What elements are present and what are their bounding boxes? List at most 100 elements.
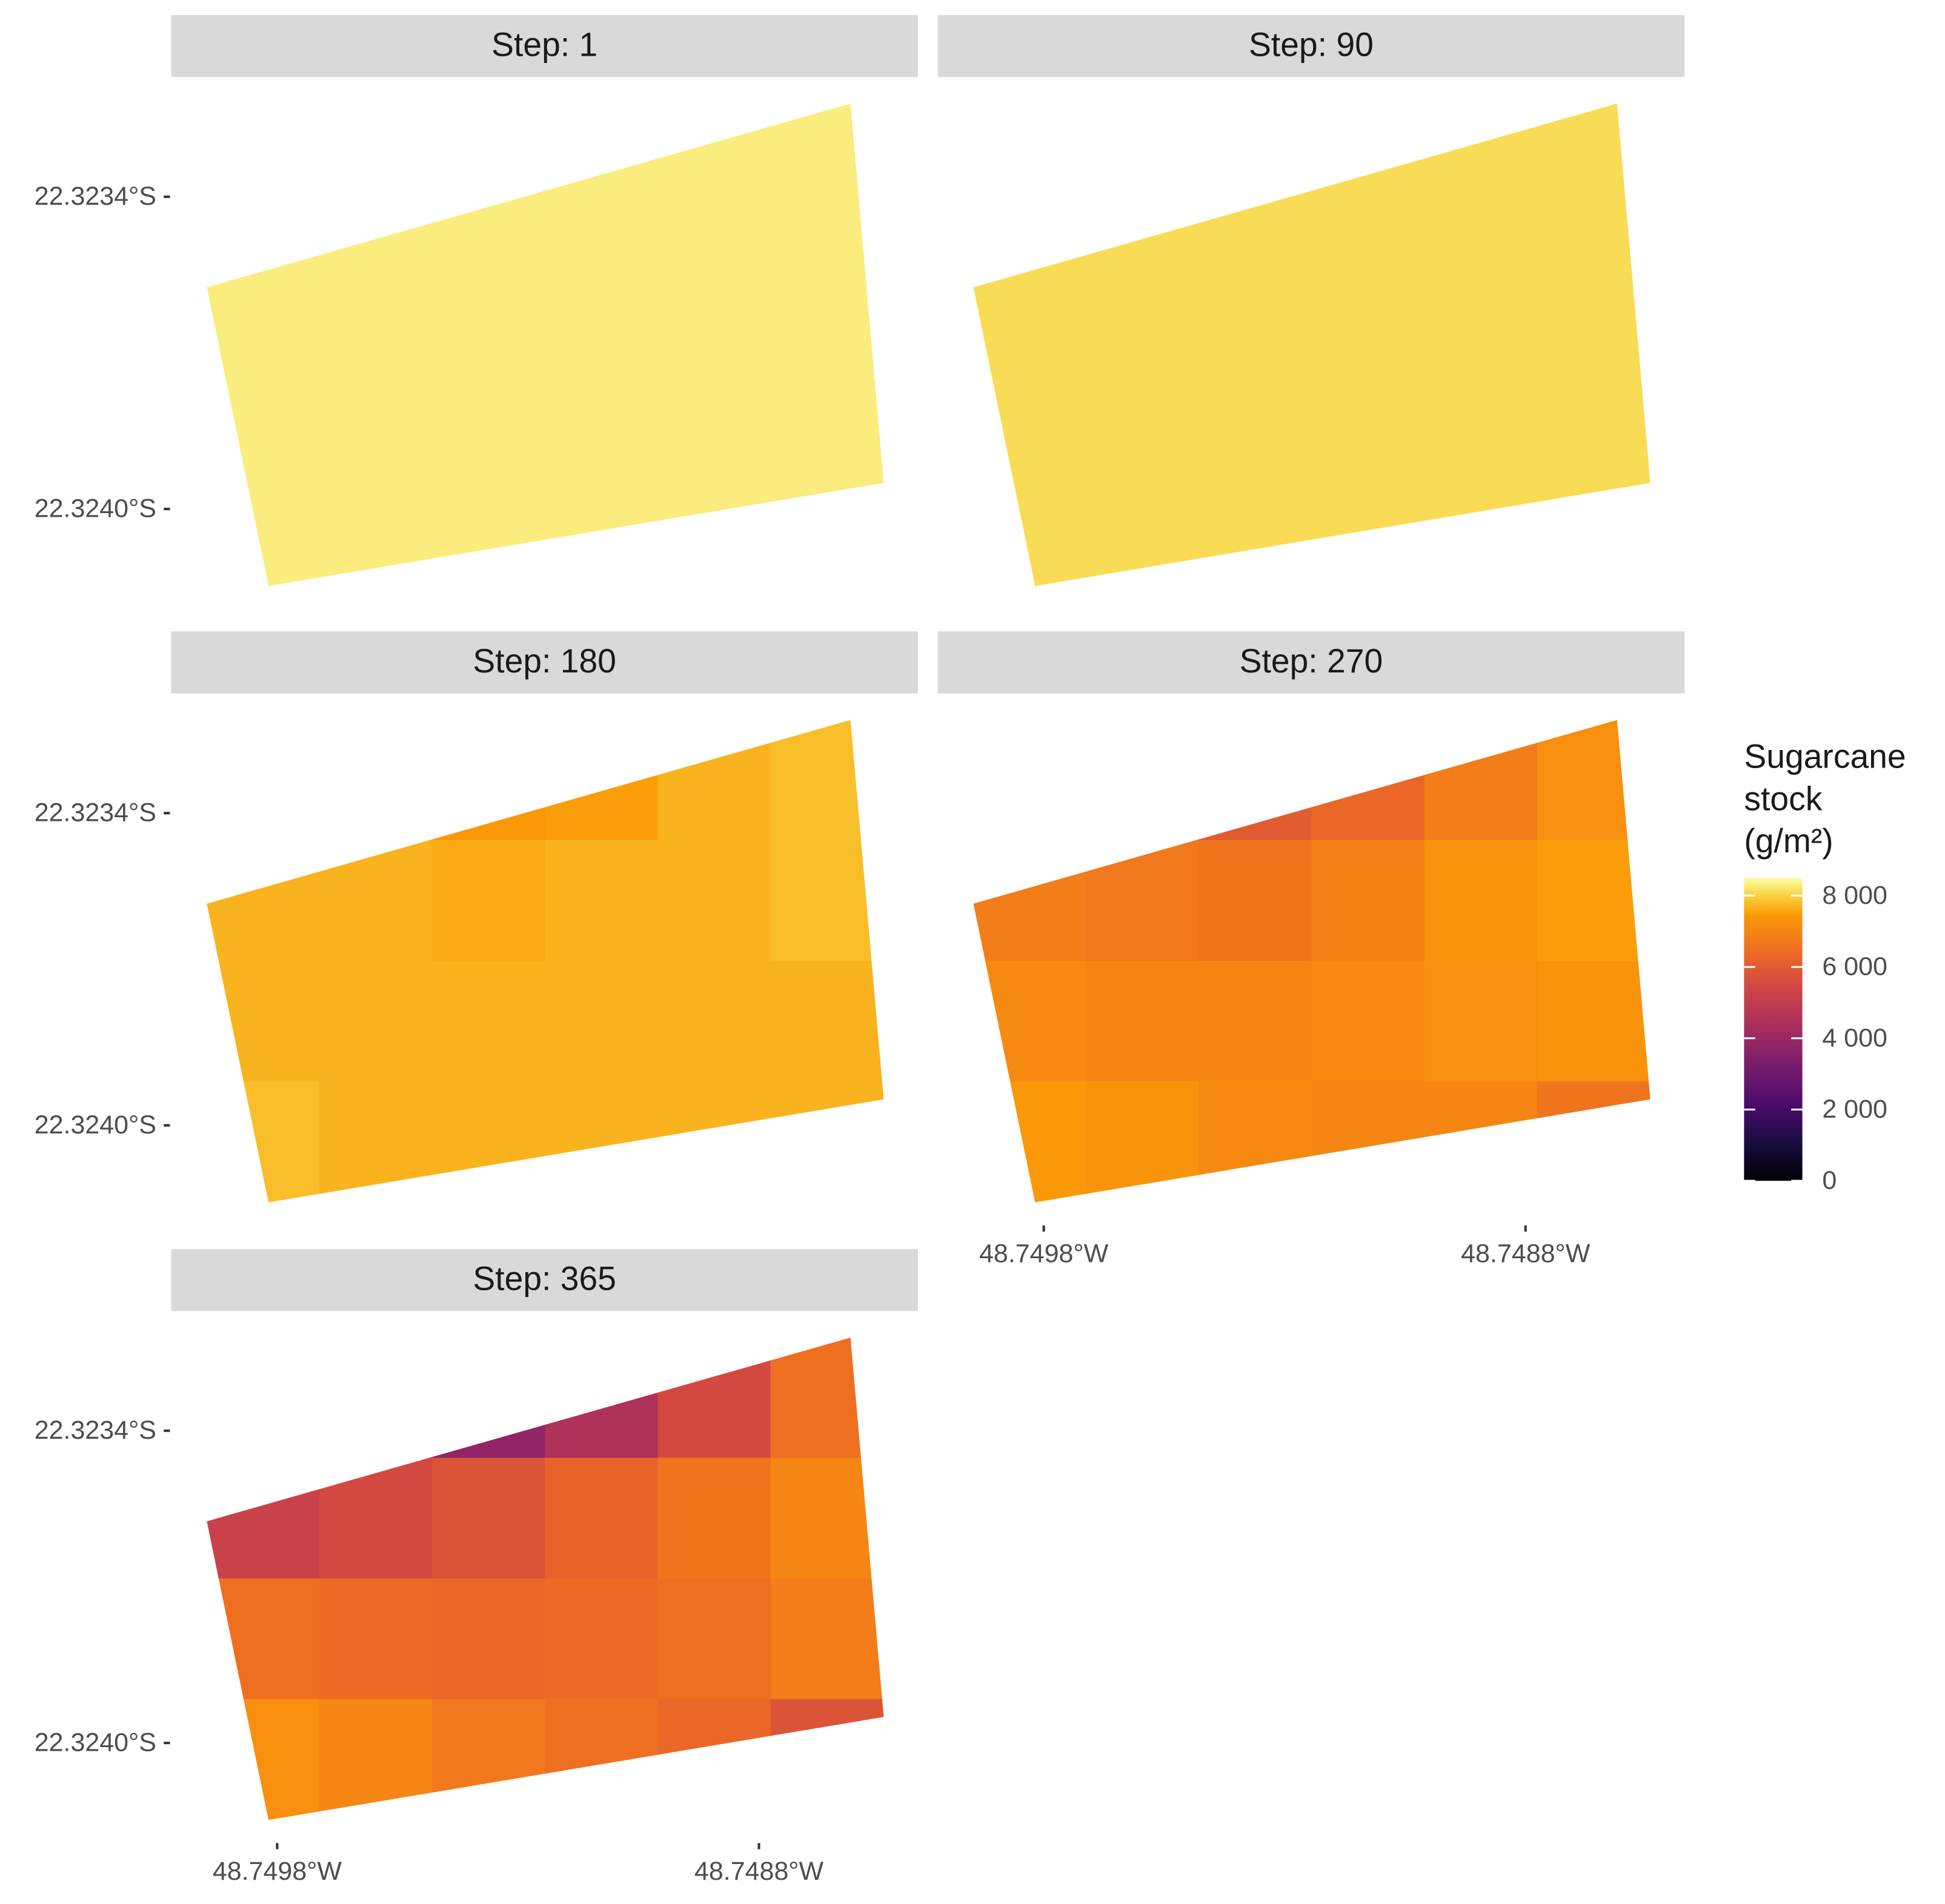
raster-cell	[1424, 104, 1538, 225]
raster-cell	[1537, 961, 1651, 1083]
raster-cell	[545, 1337, 659, 1459]
raster-cell	[770, 344, 884, 466]
raster-cell	[1424, 1081, 1538, 1202]
raster-cell	[545, 104, 659, 225]
raster-cell	[319, 1699, 433, 1820]
raster-cell	[545, 720, 659, 841]
legend-title: stock	[1744, 780, 1822, 817]
y-tick-label: 22.3240°S	[35, 494, 156, 523]
raster-cell	[1311, 720, 1425, 841]
raster-cell	[1424, 344, 1538, 466]
raster	[973, 720, 1651, 1202]
raster-cell	[1537, 1081, 1651, 1202]
facet-strip	[171, 1249, 918, 1312]
colorbar-label: 4 000	[1822, 1023, 1887, 1052]
raster-cell	[319, 961, 433, 1083]
raster-cell	[432, 1699, 546, 1820]
raster-cell	[207, 1458, 321, 1579]
raster-cell	[1311, 465, 1425, 586]
y-tick-label: 22.3234°S	[35, 182, 156, 211]
raster	[973, 104, 1651, 586]
raster-cell	[973, 720, 1087, 841]
raster-cell	[657, 1337, 771, 1459]
raster-cell	[319, 224, 433, 345]
raster-cell	[657, 720, 771, 841]
x-tick-label: 48.7498°W	[213, 1857, 342, 1886]
raster-cell	[432, 224, 546, 345]
raster-cell	[432, 1578, 546, 1700]
x-tick-label: 48.7498°W	[979, 1239, 1109, 1268]
raster-cell	[545, 465, 659, 586]
raster-cell	[545, 224, 659, 345]
raster-cell	[1311, 840, 1425, 962]
raster-cell	[1199, 344, 1312, 466]
raster-cell	[545, 1578, 659, 1700]
raster-cell	[1199, 840, 1312, 962]
raster-cell	[1537, 465, 1651, 586]
raster-cell	[1311, 1081, 1425, 1202]
raster-cell	[770, 104, 884, 225]
raster-cell	[1086, 465, 1200, 586]
raster-cell	[1199, 961, 1312, 1083]
raster-cell	[432, 961, 546, 1083]
raster-cell	[770, 1699, 884, 1820]
raster-cell	[973, 961, 1087, 1083]
raster-cell	[432, 344, 546, 466]
raster-cell	[1199, 465, 1312, 586]
raster-cell	[1199, 1081, 1312, 1202]
raster-cell	[657, 224, 771, 345]
raster-cell	[207, 1337, 321, 1459]
raster-cell	[545, 1081, 659, 1202]
raster-cell	[973, 104, 1087, 225]
raster-cell	[770, 840, 884, 962]
y-tick-label: 22.3240°S	[35, 1110, 156, 1139]
facet-title: Step: 270	[1240, 642, 1383, 680]
raster-cell	[1537, 104, 1651, 225]
facet-strip	[937, 15, 1685, 78]
raster-cell	[1424, 224, 1538, 345]
facet-title: Step: 90	[1249, 26, 1374, 64]
raster-cell	[207, 344, 321, 466]
raster-cell	[973, 465, 1087, 586]
raster-cell	[657, 1081, 771, 1202]
raster-cell	[432, 840, 546, 962]
raster-cell	[319, 1337, 433, 1459]
y-tick-label: 22.3240°S	[35, 1728, 156, 1757]
colorbar	[1744, 878, 1803, 1181]
raster-cell	[1424, 465, 1538, 586]
raster-cell	[207, 1699, 321, 1820]
raster-cell	[1537, 344, 1651, 466]
raster-cell	[1086, 104, 1200, 225]
colorbar-label: 6 000	[1822, 952, 1887, 981]
raster-cell	[657, 1458, 771, 1579]
raster-cell	[319, 720, 433, 841]
y-tick-label: 22.3234°S	[35, 798, 156, 828]
raster-cell	[770, 1337, 884, 1459]
raster-cell	[545, 1458, 659, 1579]
raster-cell	[545, 840, 659, 962]
x-tick-label: 48.7488°W	[694, 1857, 824, 1886]
raster	[207, 1337, 884, 1820]
colorbar-label: 2 000	[1822, 1095, 1887, 1124]
raster-cell	[973, 840, 1087, 962]
raster-cell	[432, 1081, 546, 1202]
facet-strip	[171, 15, 918, 78]
raster-cell	[319, 840, 433, 962]
raster-cell	[432, 1458, 546, 1579]
raster-cell	[973, 344, 1087, 466]
colorbar-label: 8 000	[1822, 881, 1887, 910]
legend-title: (g/m²)	[1744, 822, 1833, 860]
raster-cell	[770, 961, 884, 1083]
raster-cell	[319, 1458, 433, 1579]
raster-cell	[207, 104, 321, 225]
raster-cell	[657, 961, 771, 1083]
raster-cell	[207, 1578, 321, 1700]
raster-cell	[1424, 961, 1538, 1083]
x-tick-label: 48.7488°W	[1461, 1239, 1591, 1268]
raster-cell	[770, 465, 884, 586]
raster-cell	[657, 840, 771, 962]
raster-cell	[207, 961, 321, 1083]
facet-strip	[937, 631, 1685, 694]
raster-cell	[770, 720, 884, 841]
raster-cell	[1311, 961, 1425, 1083]
